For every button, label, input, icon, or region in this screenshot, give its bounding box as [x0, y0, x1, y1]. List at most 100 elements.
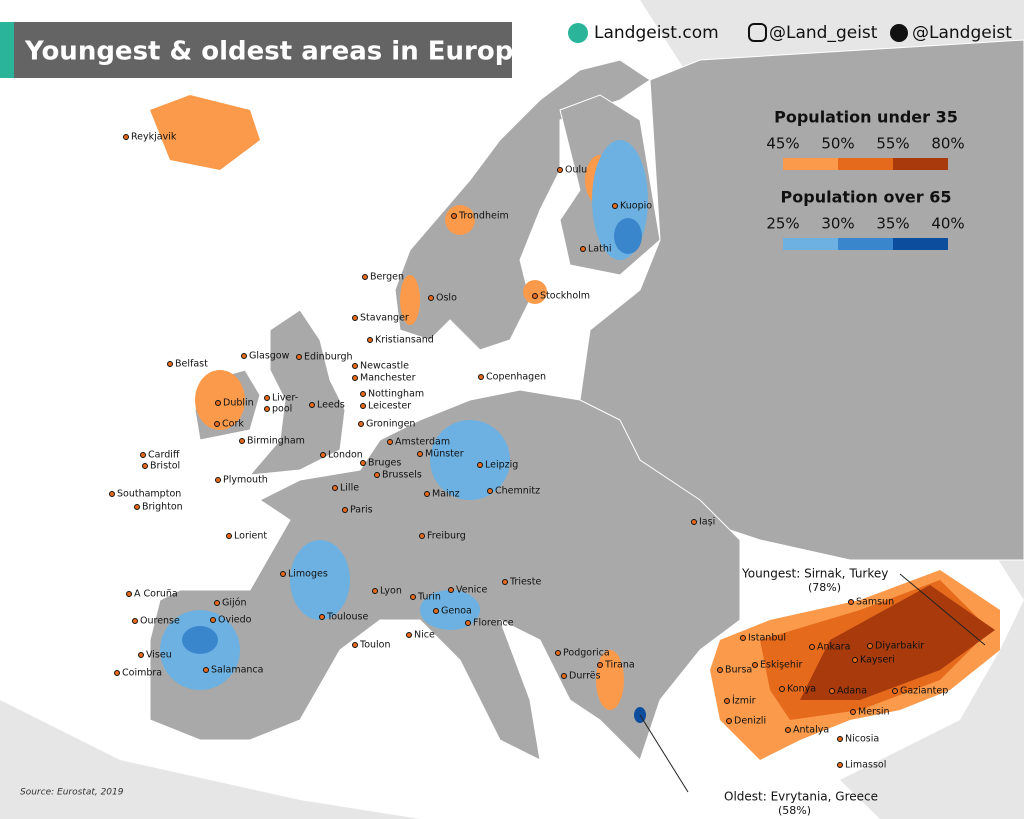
city-dot: [134, 504, 140, 510]
city-dot: [387, 439, 393, 445]
instagram-icon: [748, 23, 767, 42]
city-dot: [360, 403, 366, 409]
city-label: Ankara: [817, 642, 850, 653]
city-dot: [612, 203, 618, 209]
city-dot: [360, 391, 366, 397]
city-label: Gijón: [222, 598, 246, 609]
city-label: Glasgow: [249, 351, 290, 362]
city-dot: [214, 421, 220, 427]
city-label: Reykjavik: [131, 132, 177, 143]
legend-swatch: [783, 158, 838, 170]
legend: Population under 35 45% 50% 55% 80% Populatio…: [766, 108, 965, 250]
city-dot: [214, 600, 220, 606]
city-dot: [557, 167, 563, 173]
city-label: Paris: [350, 505, 373, 516]
city-label: Konya: [787, 684, 816, 695]
city-dot: [352, 315, 358, 321]
city-label: Eskişehir: [760, 660, 803, 671]
city-dot: [138, 652, 144, 658]
ireland-young: [195, 370, 245, 430]
city-dot: [451, 213, 457, 219]
city-dot: [358, 421, 364, 427]
city-label: Amsterdam: [395, 437, 450, 448]
city-dot: [215, 400, 221, 406]
city-dot: [597, 662, 603, 668]
youngest-label: Youngest: Sirnak, Turkey: [741, 567, 888, 581]
city-label: Oulu: [565, 165, 587, 176]
city-dot: [239, 438, 245, 444]
city-label: Gaziantep: [900, 686, 948, 697]
city-label: Limassol: [845, 760, 886, 771]
city-dot: [360, 460, 366, 466]
city-dot: [580, 246, 586, 252]
city-label: Leipzig: [485, 460, 518, 471]
title: Youngest & oldest areas in Europe: [24, 37, 531, 67]
turkey-dark: [800, 585, 995, 700]
city-dot: [837, 736, 843, 742]
city-dot: [478, 374, 484, 380]
great-britain: [248, 309, 346, 476]
city-dot: [724, 698, 730, 704]
spain-older: [182, 626, 218, 654]
city-dot: [319, 614, 325, 620]
city-dot: [352, 363, 358, 369]
city-dot: [362, 274, 368, 280]
cities: Reykjavik Oulu Kuopio Lathi Trondheim Bergen O…: [109, 132, 948, 771]
city-label: Salamanca: [211, 665, 263, 676]
legend-label: 25%: [766, 215, 799, 233]
city-dot: [561, 673, 567, 679]
city-dot: [309, 402, 315, 408]
city-dot: [167, 361, 173, 367]
city-label: Nicosia: [845, 734, 879, 745]
city-dot: [280, 571, 286, 577]
city-label: Lille: [340, 483, 359, 494]
city-dot: [477, 462, 483, 468]
city-dot: [740, 635, 746, 641]
city-label: İzmir: [732, 696, 756, 707]
city-label: Birmingham: [247, 436, 305, 447]
city-label: Dublin: [223, 398, 254, 409]
city-dot: [726, 718, 732, 724]
city-dot: [852, 657, 858, 663]
city-label: Coimbra: [122, 668, 162, 679]
city-dot: [848, 599, 854, 605]
city-label: Durrës: [569, 671, 601, 682]
city-label: Copenhagen: [486, 372, 546, 383]
city-dot: [428, 295, 434, 301]
city-label: Denizli: [734, 716, 766, 727]
city-label: Brighton: [142, 502, 183, 513]
legend-label: 40%: [931, 215, 964, 233]
legend-swatch: [838, 158, 893, 170]
city-dot: [123, 134, 129, 140]
legend-label: 30%: [821, 215, 854, 233]
city-label: Samsun: [856, 597, 894, 608]
city-dot: [140, 452, 146, 458]
city-dot: [555, 650, 561, 656]
city-dot: [424, 491, 430, 497]
city-label: Stavanger: [360, 313, 409, 324]
youngest-value: (78%): [808, 581, 841, 594]
city-dot: [142, 463, 148, 469]
city-label: pool: [272, 404, 292, 415]
site: Landgeist.com: [594, 23, 719, 43]
city-label: Oviedo: [218, 615, 252, 626]
city-dot: [417, 451, 423, 457]
city-label: Stockholm: [540, 291, 590, 302]
city-label: Mersin: [858, 707, 890, 718]
city-dot: [850, 709, 856, 715]
city-label: Tirana: [604, 660, 635, 671]
legend-swatch: [783, 238, 838, 250]
city-dot: [717, 667, 723, 673]
mainland: [149, 389, 741, 761]
title-accent: [0, 22, 14, 78]
twitter-icon: [890, 24, 908, 42]
germany-old: [430, 420, 510, 500]
finland-older: [614, 218, 642, 254]
oldest-pointer: [639, 714, 689, 793]
city-label: Florence: [473, 618, 514, 629]
city-dot: [109, 491, 115, 497]
city-label: Kuopio: [620, 201, 652, 212]
legend-label: 50%: [821, 135, 854, 153]
city-label: Venice: [456, 585, 487, 596]
city-label: Kayseri: [860, 655, 895, 666]
